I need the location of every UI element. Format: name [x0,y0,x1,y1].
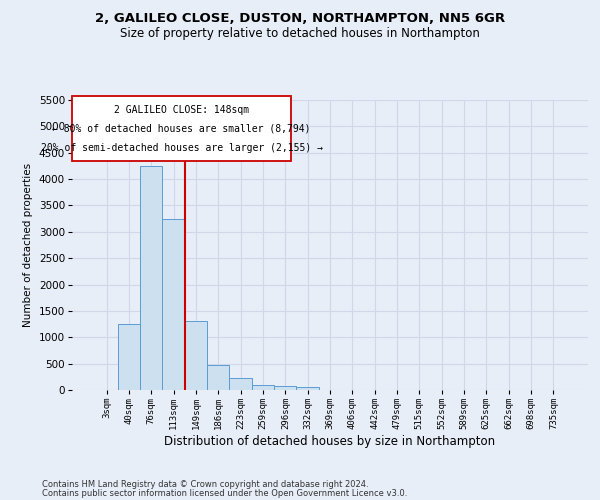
Bar [207,364,229,390]
Bar [252,384,274,390]
Bar [296,388,319,390]
Bar [229,378,252,390]
FancyBboxPatch shape [72,96,291,161]
Text: ← 80% of detached houses are smaller (8,794): ← 80% of detached houses are smaller (8,… [52,124,311,134]
Text: 20% of semi-detached houses are larger (2,155) →: 20% of semi-detached houses are larger (… [41,143,323,153]
Y-axis label: Number of detached properties: Number of detached properties [23,163,33,327]
Text: Contains HM Land Registry data © Crown copyright and database right 2024.: Contains HM Land Registry data © Crown c… [42,480,368,489]
Text: 2, GALILEO CLOSE, DUSTON, NORTHAMPTON, NN5 6GR: 2, GALILEO CLOSE, DUSTON, NORTHAMPTON, N… [95,12,505,26]
Bar [118,324,140,390]
Bar [274,386,296,390]
Bar [185,322,207,390]
Text: 2 GALILEO CLOSE: 148sqm: 2 GALILEO CLOSE: 148sqm [114,104,249,115]
Bar [163,218,185,390]
X-axis label: Distribution of detached houses by size in Northampton: Distribution of detached houses by size … [164,434,496,448]
Text: Contains public sector information licensed under the Open Government Licence v3: Contains public sector information licen… [42,488,407,498]
Bar [140,166,163,390]
Text: Size of property relative to detached houses in Northampton: Size of property relative to detached ho… [120,28,480,40]
